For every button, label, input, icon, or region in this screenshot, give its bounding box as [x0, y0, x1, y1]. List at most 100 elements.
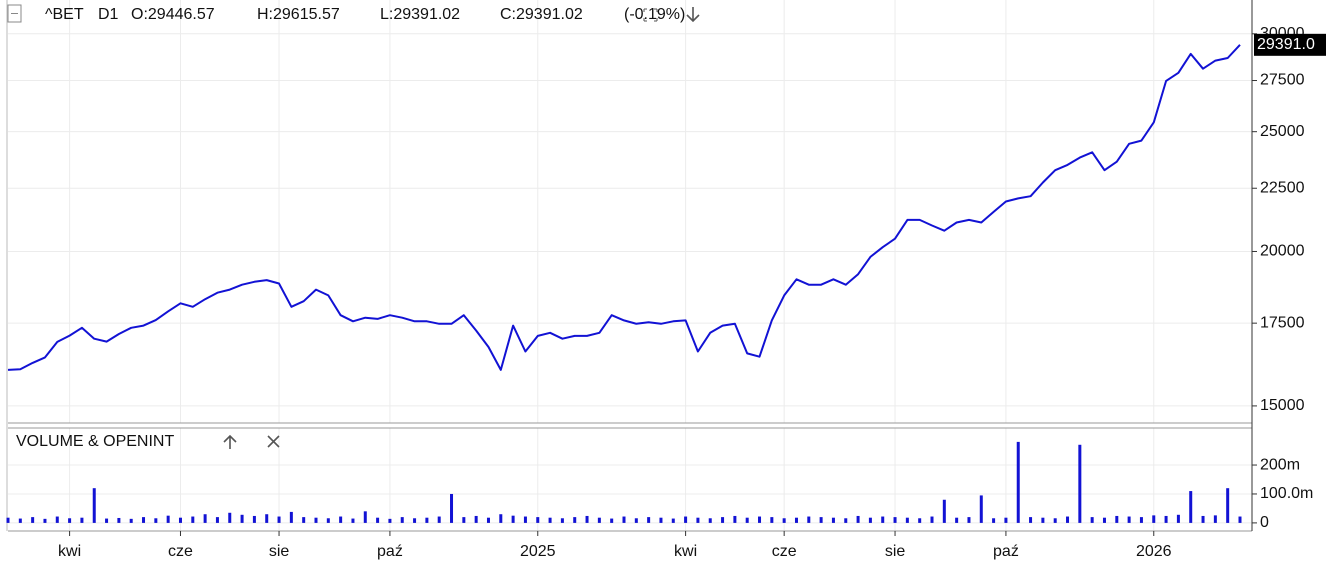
volume-bar [31, 517, 35, 523]
volume-bar [228, 512, 232, 523]
volume-bar [955, 517, 959, 523]
volume-bar [942, 499, 946, 523]
volume-bar [1127, 516, 1131, 523]
collapse-icon[interactable] [7, 4, 22, 23]
volume-bar [992, 518, 996, 523]
up-arrow-icon[interactable] [223, 434, 237, 449]
volume-bar [363, 511, 367, 523]
volume-bar [326, 518, 330, 523]
volume-bar [1189, 491, 1193, 523]
volume-bar [154, 518, 158, 523]
volume-bar [425, 517, 429, 523]
volume-bar [117, 517, 121, 523]
volume-bar [1139, 517, 1143, 523]
volume-bar [499, 514, 503, 523]
volume-bar [782, 518, 786, 523]
y-tick-label: 200m [1260, 456, 1300, 473]
volume-bar [979, 495, 983, 523]
volume-bar [1226, 488, 1230, 523]
volume-bar [105, 518, 109, 523]
close-icon[interactable] [267, 435, 280, 448]
x-tick-label: cze [772, 543, 797, 560]
volume-bar [573, 517, 577, 523]
volume-bar [1016, 441, 1020, 523]
volume-bar [548, 517, 552, 523]
volume-bar [277, 516, 281, 523]
volume-bar [918, 518, 922, 523]
volume-bar [178, 517, 182, 523]
volume-bar [142, 517, 146, 523]
volume-bar [856, 515, 860, 523]
y-tick-label: 22500 [1260, 179, 1305, 196]
last-price-box [1254, 33, 1326, 56]
volume-bar [314, 517, 318, 523]
volume-bar [893, 517, 897, 523]
y-tick-label: 25000 [1260, 123, 1305, 140]
volume-bar [400, 517, 404, 523]
close: C:29391.02 [500, 6, 583, 23]
volume-bar [659, 517, 663, 523]
x-tick-label: paź [993, 543, 1019, 560]
volume-bar [1164, 515, 1168, 523]
volume-bar [560, 518, 564, 523]
maximize-icon[interactable] [643, 8, 658, 22]
volume-bar [302, 517, 306, 523]
change: (-0.19%) [624, 6, 685, 23]
x-tick-label: sie [885, 543, 906, 560]
volume-bar [80, 517, 84, 523]
volume-bar [339, 516, 343, 523]
volume-bar [1090, 517, 1094, 523]
volume-bar [831, 517, 835, 523]
volume-bar [1152, 515, 1156, 523]
volume-bar [868, 517, 872, 523]
volume-bar [55, 516, 59, 523]
volume-bar [1201, 515, 1205, 523]
volume-bar [1102, 517, 1106, 523]
volume-bar [351, 518, 355, 523]
volume-bar [252, 515, 256, 523]
volume-bar [437, 516, 441, 523]
volume-bar [807, 516, 811, 523]
down-arrow-icon[interactable] [686, 7, 700, 23]
volume-bar [536, 517, 540, 523]
volume-bar [930, 516, 934, 523]
volume-bar [770, 517, 774, 523]
volume-bar [240, 514, 244, 523]
volume-bar [671, 518, 675, 523]
volume-bar [819, 517, 823, 523]
volume-bar [166, 515, 170, 523]
volume-bar [1176, 514, 1180, 523]
volume-bar [610, 518, 614, 523]
open: O:29446.57 [131, 6, 215, 23]
last-price-label: 29391.0 [1257, 36, 1315, 53]
volume-bar [696, 517, 700, 523]
volume-bar [585, 515, 589, 523]
volume-bar [462, 517, 466, 523]
volume-bar [844, 518, 848, 523]
volume-bar [129, 518, 133, 523]
volume-bar [622, 516, 626, 523]
volume-bar [203, 514, 207, 523]
volume-bar [68, 518, 72, 523]
volume-bar [684, 516, 688, 523]
volume-bar [634, 518, 638, 523]
x-tick-label: kwi [674, 543, 697, 560]
volume-bar [511, 515, 515, 523]
volume-bar [474, 515, 478, 523]
volume-bar [1238, 516, 1242, 523]
x-tick-label: 2026 [1136, 543, 1172, 560]
volume-bar [1115, 515, 1119, 523]
volume-bar [905, 517, 909, 523]
volume-bar [289, 511, 293, 523]
x-tick-label: kwi [58, 543, 81, 560]
volume-bar [43, 518, 47, 523]
volume-bar [413, 518, 417, 523]
volume-bar [881, 516, 885, 523]
volume-bar [523, 516, 527, 523]
volume-bar [1041, 517, 1045, 523]
volume-bar [1029, 517, 1033, 523]
symbol: ^BET [45, 6, 84, 23]
volume-bar [486, 517, 490, 523]
volume-bar [733, 515, 737, 523]
